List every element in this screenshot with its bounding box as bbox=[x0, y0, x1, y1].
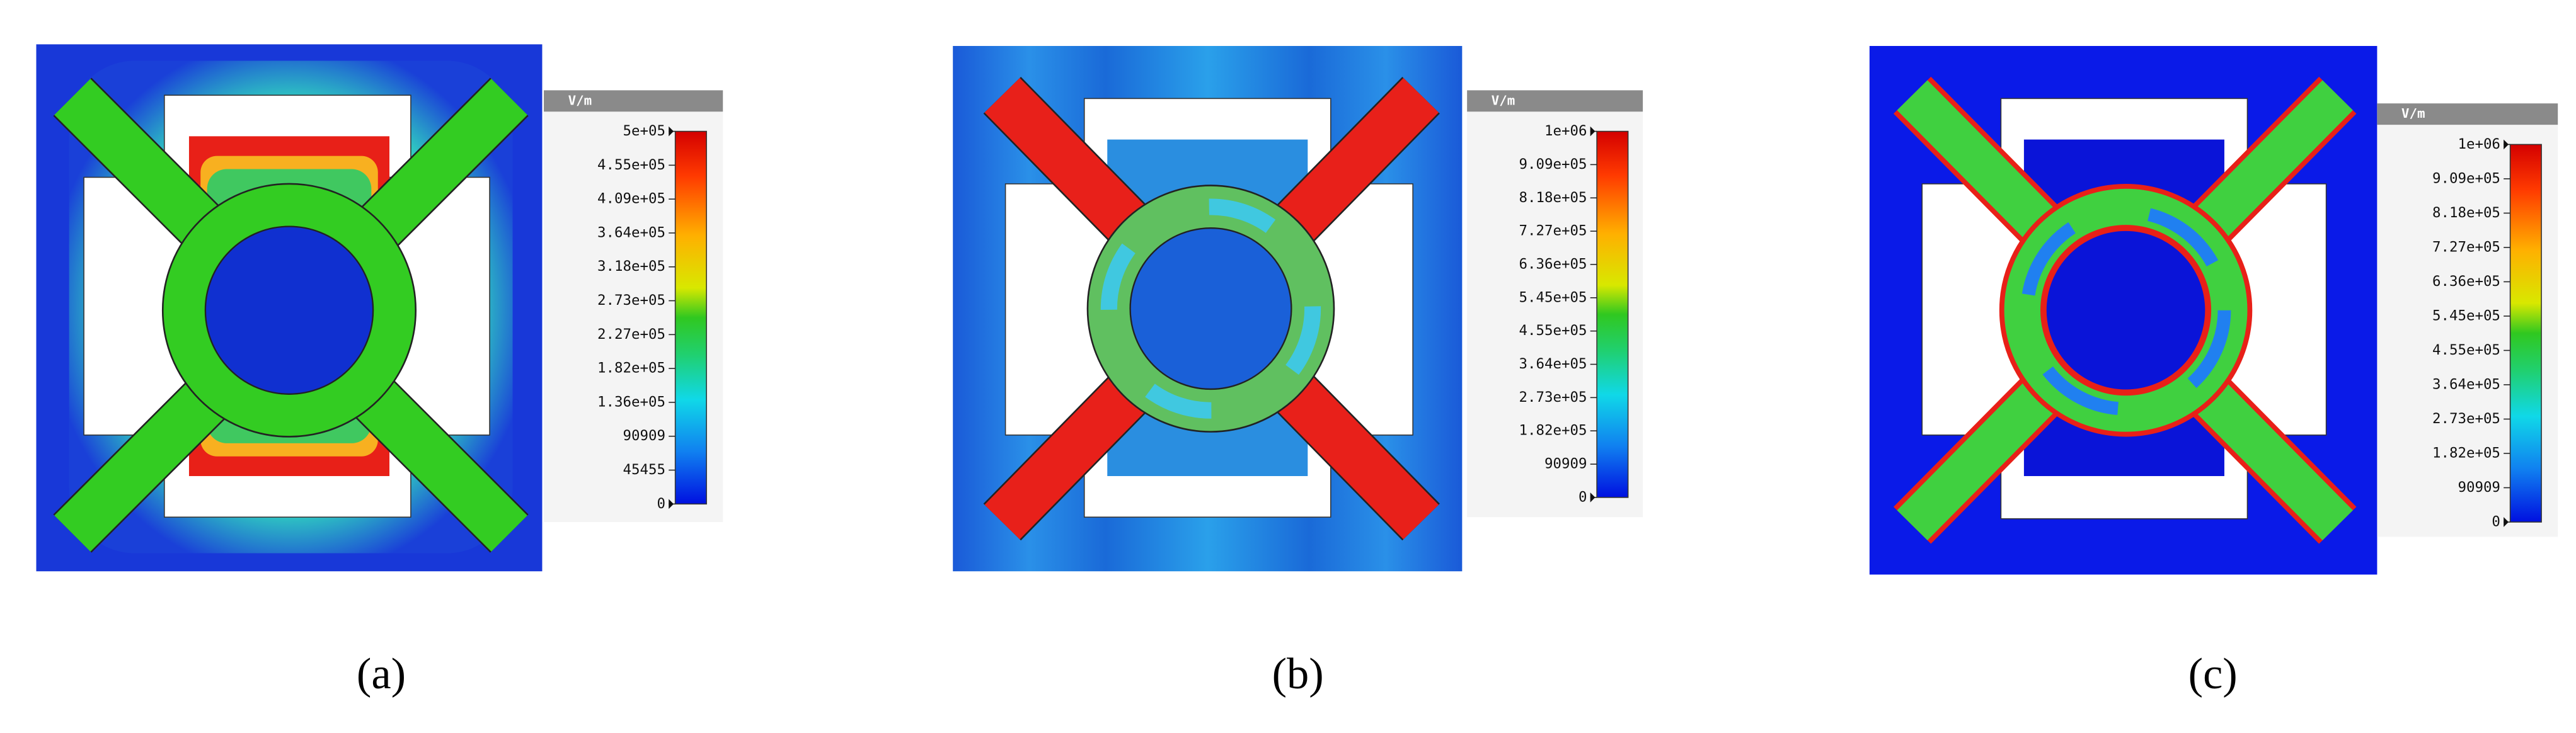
colorbar-tick-label: 8.18e+05 bbox=[2432, 205, 2500, 221]
colorbar-tick-label: 3.64e+05 bbox=[597, 224, 665, 241]
colorbar-unit: V/m bbox=[1492, 93, 1515, 108]
colorbar bbox=[2509, 144, 2542, 523]
colorbar-tick-label: 2.73e+05 bbox=[2432, 411, 2500, 427]
colorbar-tick-label: 1.82e+05 bbox=[1519, 423, 1587, 439]
colorbar-tick-label: 2.73e+05 bbox=[597, 292, 665, 309]
colorbar-tick-label: 3.18e+05 bbox=[597, 258, 665, 275]
colorbar-tick-label: 90909 bbox=[1544, 456, 1587, 472]
colorbar bbox=[674, 130, 707, 505]
field-plot-b bbox=[953, 45, 1463, 572]
colorbar-tick-label: 3.64e+05 bbox=[1519, 356, 1587, 372]
colorbar bbox=[1596, 130, 1629, 498]
colorbar-tick-label: 0 bbox=[1578, 489, 1587, 505]
colorbar-tick-label: 1e+06 bbox=[1544, 123, 1587, 139]
colorbar-tick-label: 3.64e+05 bbox=[2432, 376, 2500, 392]
colorbar-tick-label: 1.82e+05 bbox=[2432, 445, 2500, 461]
field-plot-c bbox=[1869, 45, 2378, 575]
colorbar-unit: V/m bbox=[568, 93, 592, 108]
colorbar-tick-label: 0 bbox=[2492, 514, 2500, 530]
colorbar-header bbox=[1467, 90, 1643, 112]
colorbar-tick-label: 90909 bbox=[623, 428, 665, 444]
colorbar-tick-label: 4.55e+05 bbox=[1519, 322, 1587, 339]
colorbar-tick-label: 1.82e+05 bbox=[597, 360, 665, 377]
colorbar-tick-label: 7.27e+05 bbox=[1519, 223, 1587, 239]
colorbar-tick-label: 9.09e+05 bbox=[2432, 170, 2500, 186]
colorbar-tick-label: 45455 bbox=[623, 462, 665, 478]
colorbar-header bbox=[2377, 103, 2558, 125]
colorbar-tick-label: 5e+05 bbox=[623, 123, 665, 139]
colorbar-tick-label: 2.73e+05 bbox=[1519, 389, 1587, 406]
colorbar-header bbox=[544, 90, 723, 112]
colorbar-tick-label: 6.36e+05 bbox=[1519, 256, 1587, 272]
colorbar-tick-label: 4.55e+05 bbox=[2432, 342, 2500, 358]
panel-label: (c) bbox=[2188, 649, 2238, 698]
colorbar-tick-label: 5.45e+05 bbox=[2432, 307, 2500, 324]
panel-label: (b) bbox=[1272, 649, 1324, 698]
colorbar-tick-label: 0 bbox=[657, 496, 665, 512]
field-plot-a bbox=[36, 44, 543, 572]
panel-label: (a) bbox=[357, 649, 406, 698]
colorbar-unit: V/m bbox=[2401, 106, 2425, 121]
colorbar-tick-label: 2.27e+05 bbox=[597, 326, 665, 343]
colorbar-tick-label: 4.55e+05 bbox=[597, 157, 665, 173]
colorbar-tick-label: 1e+06 bbox=[2458, 136, 2500, 152]
colorbar-tick-label: 90909 bbox=[2458, 479, 2500, 496]
colorbar-tick-label: 8.18e+05 bbox=[1519, 190, 1587, 206]
colorbar-tick-label: 9.09e+05 bbox=[1519, 156, 1587, 173]
colorbar-tick-label: 7.27e+05 bbox=[2432, 239, 2500, 255]
colorbar-tick-label: 5.45e+05 bbox=[1519, 289, 1587, 305]
colorbar-tick-label: 4.09e+05 bbox=[597, 191, 665, 207]
colorbar-tick-label: 6.36e+05 bbox=[2432, 273, 2500, 290]
colorbar-tick-label: 1.36e+05 bbox=[597, 394, 665, 410]
